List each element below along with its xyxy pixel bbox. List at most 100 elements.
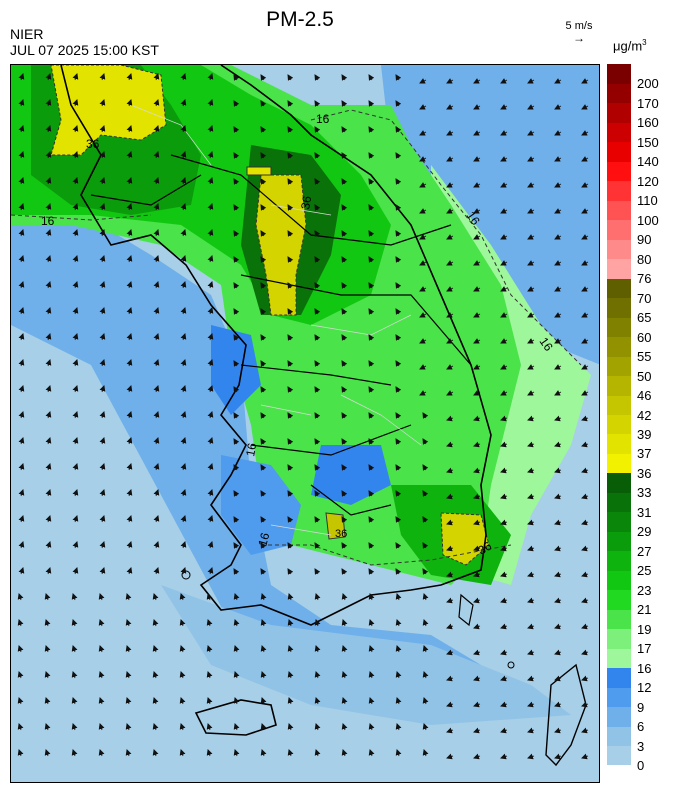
wind-arrow (446, 286, 454, 292)
wind-arrow (446, 597, 454, 604)
blue-pocket-southwest (221, 455, 301, 555)
wind-arrow (581, 286, 589, 292)
legend-swatch (607, 278, 631, 299)
wind-arrow (18, 437, 25, 445)
legend-label: 37 (637, 446, 652, 462)
wind-arrow (554, 545, 562, 552)
wind-arrow (473, 727, 481, 734)
wind-arrow (500, 130, 508, 136)
legend-swatch (607, 472, 631, 493)
wind-arrow (368, 516, 375, 523)
wind-arrow (446, 415, 454, 422)
wind-arrow (554, 701, 562, 708)
jeju-island (194, 699, 277, 736)
wind-arrow (314, 438, 321, 445)
wind-arrow (207, 151, 214, 159)
wind-arrow (126, 151, 133, 159)
legend-label: 200 (637, 76, 659, 92)
wind-arrow (45, 307, 52, 315)
wind-arrow (368, 619, 375, 627)
wind-arrow (152, 749, 159, 757)
color-legend-labels: 0 3 6 9 12 16 17 19 21 23 25 27 29 31 33 36 37 39 42 46 50 55… (637, 64, 673, 774)
wind-arrow (260, 412, 267, 419)
wind-arrow (260, 671, 267, 679)
wind-arrow (500, 701, 508, 708)
wind-arrow (126, 567, 133, 575)
legend-swatch (607, 258, 631, 279)
wind-arrow (17, 723, 24, 731)
wind-arrow (554, 260, 562, 266)
wind-arrow (341, 360, 348, 367)
wind-arrow (233, 723, 240, 731)
wind-arrow (473, 338, 481, 344)
wind-arrow (527, 130, 535, 136)
wind-arrow (500, 415, 508, 422)
wind-arrow (395, 749, 402, 757)
wind-arrow (341, 412, 348, 419)
wind-arrow (153, 151, 160, 159)
wind-arrow (207, 281, 214, 289)
wind-arrow (71, 645, 78, 653)
wind-arrow (18, 99, 25, 107)
hotspot-southeast (440, 512, 490, 566)
wind-arrow (473, 182, 481, 188)
wind-arrow (446, 312, 454, 318)
wind-arrow (581, 208, 589, 214)
legend-label: 50 (637, 368, 652, 384)
wind-arrow (98, 671, 105, 679)
wind-arrow (527, 571, 535, 578)
wind-arrow (260, 593, 267, 601)
wind-arrow (554, 493, 562, 500)
wind-arrow (180, 333, 187, 341)
wind-arrow (527, 649, 535, 656)
wind-arrow (527, 104, 535, 110)
legend-label: 3 (637, 738, 645, 754)
contour-label: 16 (243, 442, 259, 458)
legend-label: 12 (637, 680, 652, 696)
wind-arrow (395, 308, 402, 315)
wind-arrow (45, 359, 52, 367)
wind-arrow (287, 282, 294, 289)
wind-arrow (287, 723, 294, 731)
wind-arrow (45, 73, 52, 81)
wind-arrow (153, 333, 160, 341)
wind-arrow (341, 542, 348, 549)
wind-arrow (527, 364, 535, 370)
wind-arrow (473, 260, 481, 266)
legend-swatch (607, 531, 631, 552)
wind-arrow (71, 749, 78, 757)
wind-arrow (368, 126, 375, 133)
wind-arrow (180, 255, 187, 263)
wind-arrow (18, 229, 25, 237)
legend-label: 70 (637, 290, 652, 306)
legend-label: 76 (637, 271, 652, 287)
wind-arrow (125, 619, 132, 627)
wind-arrow (126, 385, 133, 393)
wind-arrow (368, 568, 375, 575)
wind-arrow (395, 645, 402, 653)
wind-arrow (500, 338, 508, 344)
wind-arrow (500, 78, 508, 84)
wind-arrow (554, 675, 562, 682)
wind-arrow (581, 415, 589, 422)
wind-arrow (314, 100, 321, 107)
wind-arrow (368, 464, 375, 471)
wind-arrow (395, 126, 402, 133)
wind-arrow (527, 260, 535, 266)
wind-arrow (99, 99, 106, 107)
wind-arrow (368, 74, 375, 81)
wind-arrow (233, 126, 240, 133)
wind-arrow (446, 78, 454, 84)
wind-arrow (527, 390, 535, 396)
wind-arrow (554, 441, 562, 448)
wind-arrow (422, 490, 429, 497)
wind-arrow (72, 437, 79, 445)
legend-label: 120 (637, 173, 659, 189)
wind-arrow (368, 697, 375, 705)
wind-arrow (45, 333, 52, 341)
wind-arrow (395, 516, 402, 523)
small-island (507, 661, 515, 669)
legend-swatch (607, 317, 631, 338)
wind-arrow (45, 437, 52, 445)
wind-arrow (287, 230, 294, 237)
